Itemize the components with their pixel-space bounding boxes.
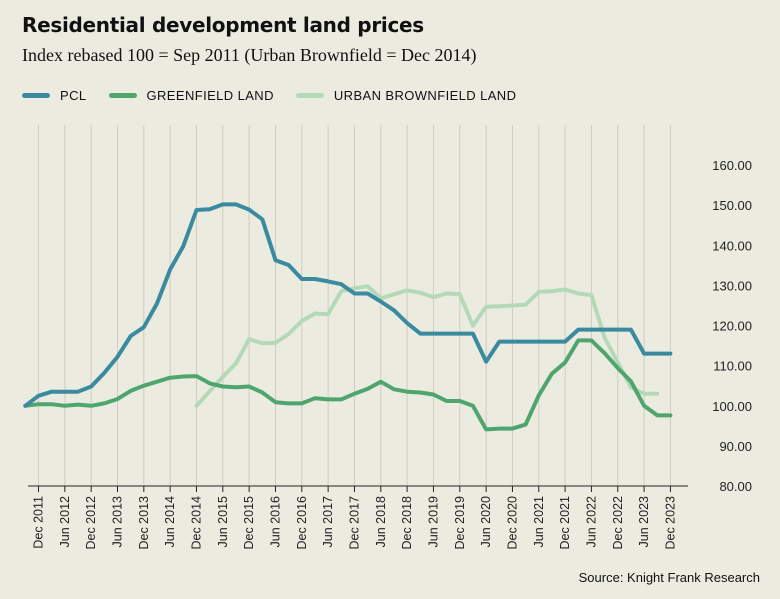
legend-swatch-greenfield [108, 93, 137, 98]
x-tick-label: Jun 2014 [163, 496, 177, 547]
series-line-brownfield [194, 284, 660, 408]
x-tick-label: Jun 2015 [216, 496, 230, 547]
x-tick-label: Dec 2013 [137, 496, 151, 550]
legend-label-brownfield: URBAN BROWNFIELD LAND [333, 88, 517, 103]
x-tick-label: Dec 2011 [32, 496, 46, 549]
x-tick-label: Jun 2017 [321, 496, 335, 547]
y-tick-label: 90.00 [719, 439, 752, 454]
x-tick-label: Dec 2023 [663, 496, 677, 550]
legend-swatch-brownfield [295, 93, 324, 98]
x-tick-label: Jun 2018 [374, 496, 388, 547]
y-tick-label: 140.00 [712, 238, 752, 253]
y-tick-label: 100.00 [712, 399, 752, 414]
grid [38, 125, 671, 486]
x-tick-label: Jun 2020 [479, 496, 493, 547]
x-tick-label: Dec 2015 [242, 496, 256, 550]
legend-swatch-pcl [22, 93, 50, 98]
x-tick-label: Jun 2021 [532, 496, 546, 547]
y-tick-label: 120.00 [712, 319, 752, 334]
x-tick-label: Jun 2012 [58, 496, 72, 547]
legend: PCL GREENFIELD LAND URBAN BROWNFIELD LAN… [22, 88, 538, 103]
x-tick-label: Jun 2013 [110, 496, 124, 547]
x-tick-label: Dec 2017 [347, 496, 361, 550]
x-tick-label: Dec 2020 [505, 496, 519, 550]
series-line-pcl [23, 202, 673, 408]
legend-item-brownfield: URBAN BROWNFIELD LAND [295, 88, 517, 103]
legend-item-pcl: PCL [22, 88, 87, 103]
x-axis-ticks: Dec 2011 Jun 2012 Dec 2012 Jun 2013 Dec 2013… [28, 485, 688, 550]
chart-subtitle: Index rebased 100 = Sep 2011 (Urban Brow… [22, 45, 477, 65]
legend-item-greenfield: GREENFIELD LAND [108, 88, 274, 103]
x-tick-label: Dec 2022 [611, 496, 625, 550]
x-tick-label: Jun 2022 [584, 496, 598, 547]
x-tick-label: Dec 2016 [295, 496, 309, 550]
x-tick-label: Jun 2019 [426, 496, 440, 547]
x-tick-label: Dec 2014 [189, 496, 203, 550]
x-tick-label: Jun 2016 [268, 496, 282, 547]
y-tick-label: 130.00 [712, 278, 752, 293]
x-tick-label: Dec 2012 [84, 496, 98, 550]
x-tick-label: Dec 2018 [400, 496, 414, 550]
series-lines [23, 202, 673, 432]
y-tick-label: 110.00 [713, 359, 752, 374]
y-tick-label: 80.00 [719, 479, 752, 494]
source-note: Source: Knight Frank Research [578, 570, 760, 585]
series-line-greenfield [23, 338, 673, 432]
legend-label-greenfield: GREENFIELD LAND [146, 88, 274, 103]
chart-title: Residential development land prices [22, 13, 424, 37]
x-tick-label: Jun 2023 [637, 496, 651, 547]
y-axis-ticks: 80.00 90.00 100.00 110.00 120.00 130.00 140.00… [712, 158, 752, 494]
legend-label-pcl: PCL [60, 88, 87, 103]
y-tick-label: 160.00 [712, 158, 752, 173]
x-tick-label: Dec 2019 [453, 496, 467, 550]
x-tick-label: Dec 2021 [558, 496, 572, 550]
y-tick-label: 150.00 [712, 198, 752, 213]
